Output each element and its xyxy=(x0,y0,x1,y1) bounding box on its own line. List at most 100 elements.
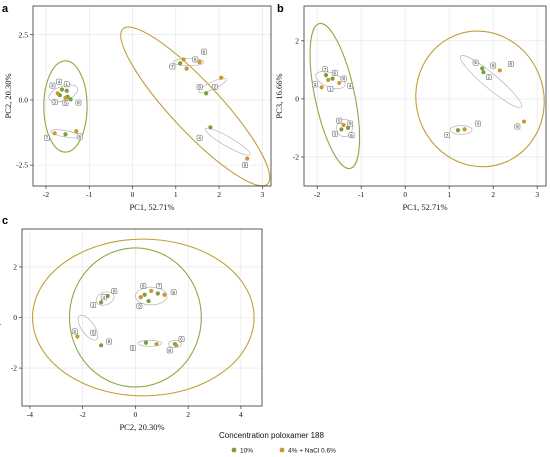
point-tag-box xyxy=(51,99,58,105)
point-tag-box xyxy=(196,84,203,90)
point-tag-label: 4 xyxy=(198,135,201,140)
data-point-4-nacl xyxy=(197,59,202,65)
panel-letter-a: a xyxy=(2,3,9,15)
point-tag-label: 7 xyxy=(324,67,327,72)
point-tag-box xyxy=(472,59,479,66)
y-axis-label-c: PC3, 16.66% xyxy=(0,295,2,340)
point-tag-label: 9 xyxy=(349,121,352,126)
x-axis-label-a: PC1, 52.71% xyxy=(129,202,174,212)
data-point-4-nacl xyxy=(497,68,502,73)
point-tag-label: 9 xyxy=(108,339,111,344)
point-tag-label: 7 xyxy=(46,135,49,140)
panel-letter-c: c xyxy=(2,215,8,227)
x-tick-label-c: -2 xyxy=(80,410,86,419)
point-tag-box xyxy=(63,81,70,88)
point-tag-label: 6 xyxy=(334,70,337,75)
data-point-4-nacl xyxy=(74,129,79,134)
x-tick-label-a: -2 xyxy=(43,190,49,199)
point-tag-label: 4 xyxy=(58,79,61,84)
x-tick-label-b: -2 xyxy=(314,190,320,199)
point-tag-label: 2 xyxy=(51,83,54,88)
point-tag-box xyxy=(444,132,450,139)
group-ellipse-c-0 xyxy=(95,291,115,306)
y-tick-label-c: 0 xyxy=(13,313,17,322)
point-tag-box xyxy=(49,82,56,89)
data-point-10 xyxy=(64,88,69,93)
data-point-4-nacl xyxy=(341,122,346,128)
point-tag-box xyxy=(322,66,328,73)
point-tag-box xyxy=(201,48,207,55)
data-point-10 xyxy=(99,343,104,348)
plot-frame-a xyxy=(32,5,272,187)
group-ellipse-b-2 xyxy=(459,55,523,108)
point-tag-label: 6 xyxy=(203,49,206,54)
x-tick-label-a: -1 xyxy=(86,190,92,199)
point-tag-box xyxy=(485,74,492,80)
y-tick-label-b: 0 xyxy=(295,95,299,104)
legend-label-10: 10% xyxy=(240,448,253,455)
point-tag-label: 2 xyxy=(213,84,216,89)
x-axis-label-b: PC1, 52.71% xyxy=(402,202,447,212)
point-tag-box xyxy=(106,338,112,345)
point-tag-box xyxy=(56,78,62,85)
x-tick-label-b: 0 xyxy=(403,190,407,199)
point-tag-box xyxy=(340,75,347,82)
legend-title: Concentration poloxamer 188 xyxy=(219,431,325,440)
point-tag-label: 5 xyxy=(132,345,135,350)
data-point-4-nacl xyxy=(219,75,224,80)
data-point-10 xyxy=(68,97,73,102)
point-tag-label: 7 xyxy=(171,64,174,69)
data-point-10 xyxy=(99,300,104,305)
point-tag-label: 8 xyxy=(77,100,80,105)
point-tag-label: 8 xyxy=(113,289,116,294)
data-point-4-nacl xyxy=(154,341,159,347)
point-tag-label: 1 xyxy=(65,82,68,87)
point-tag-box xyxy=(336,117,343,124)
group-ellipse-a-4 xyxy=(204,127,251,156)
point-tag-label: 3 xyxy=(334,131,337,136)
y-axis-label-b: PC3, 16.66% xyxy=(274,73,284,118)
data-point-4-nacl xyxy=(184,66,189,71)
data-point-10 xyxy=(59,87,65,92)
point-tag-label: 5 xyxy=(474,60,477,65)
point-tag-box xyxy=(312,81,318,88)
point-tag-box xyxy=(156,283,162,289)
point-tag-label: 4 xyxy=(103,295,106,300)
group-ellipse-b-1 xyxy=(336,118,353,137)
group-ellipse-c-2 xyxy=(135,286,168,306)
y-tick-label-a: 0.0 xyxy=(19,96,29,105)
point-tag-box xyxy=(242,162,248,168)
point-tag-box xyxy=(490,62,497,69)
point-tag-label: 8 xyxy=(198,84,201,89)
data-point-10 xyxy=(63,132,68,137)
point-tag-box xyxy=(211,84,218,90)
point-tag-box xyxy=(170,289,177,296)
x-tick-label-a: 1 xyxy=(174,190,178,199)
point-tag-box xyxy=(90,329,97,336)
group-ellipse-c-1 xyxy=(77,314,99,341)
data-point-4-nacl xyxy=(174,343,179,348)
panel-letter-b: b xyxy=(277,3,284,15)
confidence-ellipse-c-1 xyxy=(31,238,255,397)
data-point-10 xyxy=(143,340,149,345)
x-tick-label-b: -1 xyxy=(358,190,364,199)
point-tag-label: 9 xyxy=(244,163,247,168)
point-tag-box xyxy=(514,123,521,130)
data-point-10 xyxy=(339,127,344,132)
legend: Concentration poloxamer 188 10% 4% + NaC… xyxy=(219,431,336,455)
y-tick-label-a: 2.5 xyxy=(19,30,29,39)
point-tag-box xyxy=(169,63,176,70)
point-tag-label: 6 xyxy=(142,283,145,288)
data-point-10 xyxy=(208,125,213,130)
point-tag-label: 8 xyxy=(168,348,171,353)
point-tag-label: 5 xyxy=(92,330,95,335)
point-tag-box xyxy=(111,288,118,294)
x-tick-label-a: 0 xyxy=(131,190,135,199)
data-point-4-nacl xyxy=(52,131,57,136)
plot-frame-b xyxy=(303,5,547,187)
point-tag-label: 9 xyxy=(516,124,519,129)
data-point-10 xyxy=(155,291,160,296)
legend-label-4-nacl: 4% + NaCl 0.6% xyxy=(288,448,336,455)
